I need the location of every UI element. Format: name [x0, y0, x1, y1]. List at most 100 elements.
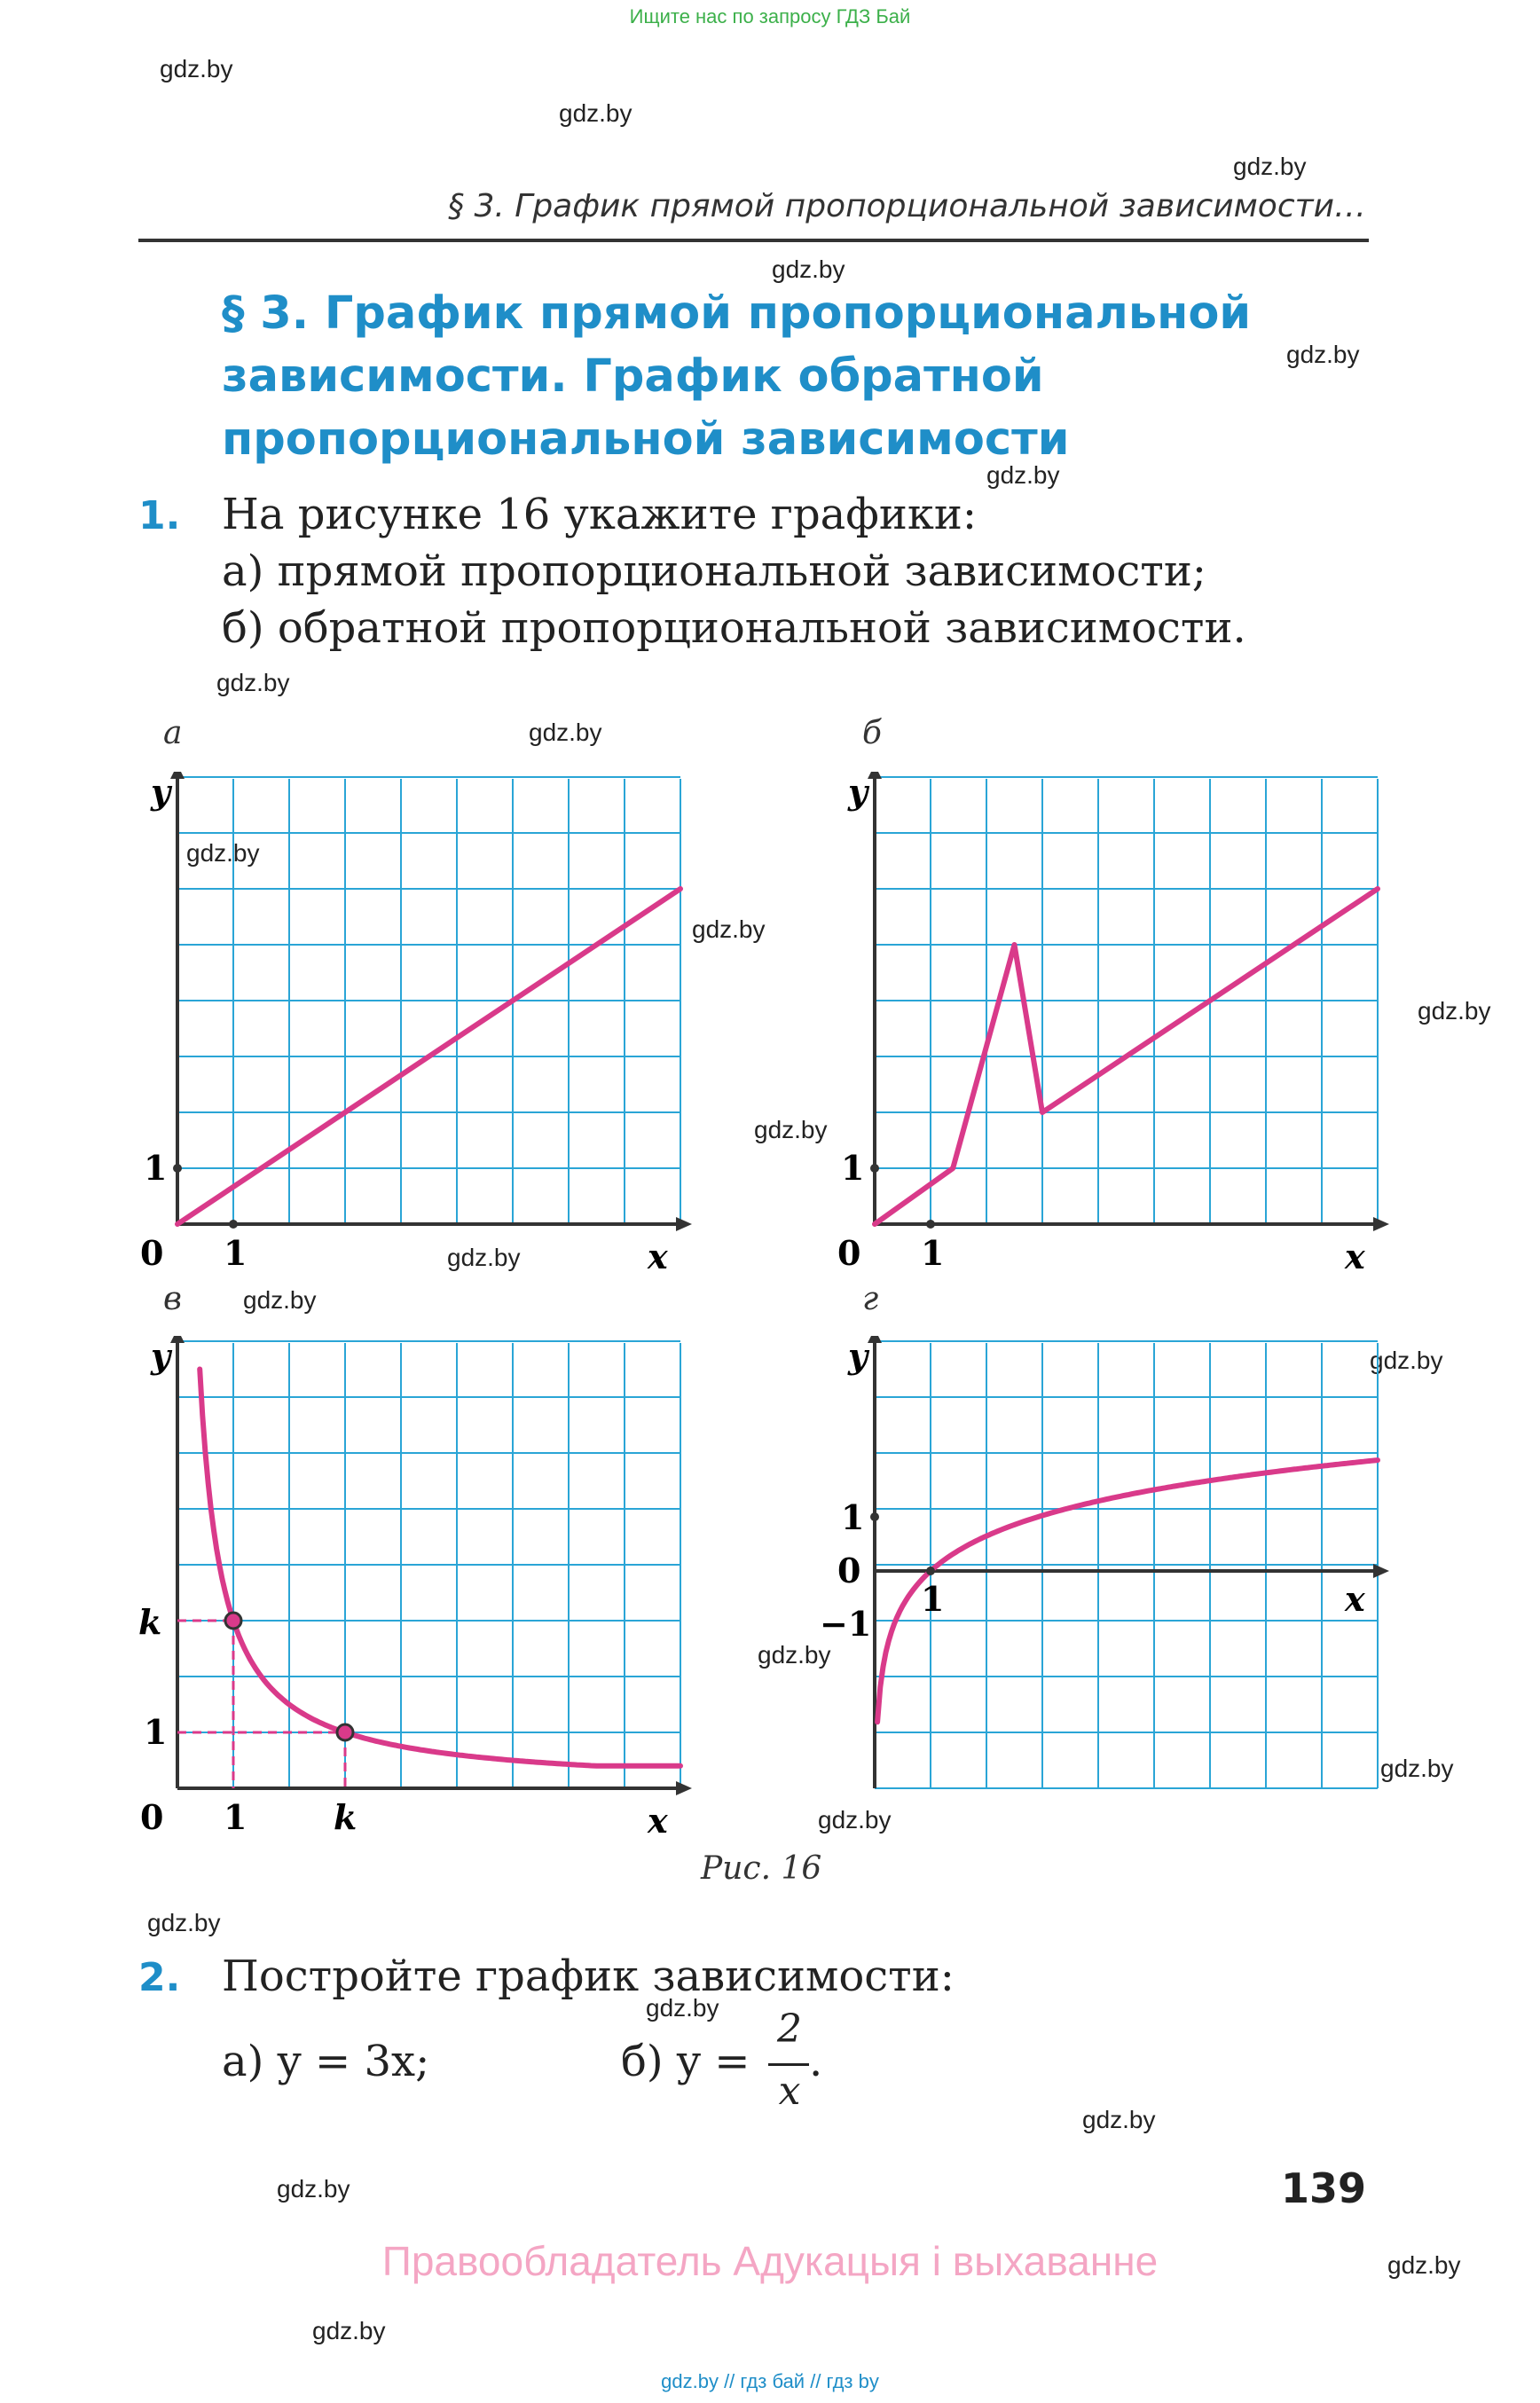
- tick-dot: [173, 1164, 182, 1173]
- watermark: gdz.by: [529, 719, 602, 746]
- x-axis-label: x: [647, 1237, 669, 1276]
- chart-grid: [177, 776, 681, 1225]
- y-axis-label: y: [847, 772, 870, 812]
- watermark: gdz.by: [186, 839, 260, 867]
- watermark: gdz.by: [1387, 2251, 1461, 2279]
- y-axis-arrow: [868, 772, 882, 779]
- header-rule: [138, 239, 1369, 242]
- figure-caption: Рис. 16: [701, 1850, 822, 1887]
- watermark: gdz.by: [160, 55, 233, 82]
- origin-label: 0: [837, 1233, 860, 1273]
- watermark: gdz.by: [986, 461, 1060, 489]
- watermark: gdz.by: [216, 669, 290, 696]
- x-axis-label: x: [647, 1801, 669, 1841]
- log-curve: [875, 1457, 1380, 1725]
- y-tick-label-neg: −1: [821, 1604, 871, 1644]
- watermark: gdz.by: [1370, 1347, 1443, 1374]
- y-tick-label: 1: [841, 1148, 864, 1188]
- x-tick-label-k: k: [334, 1797, 357, 1837]
- hyperbola-curve: [197, 1366, 683, 1769]
- task-number: 2.: [138, 1955, 181, 2000]
- task-line: а) прямой пропорциональной зависимости;: [222, 546, 1206, 596]
- fraction-bar: [768, 2063, 809, 2066]
- task-line: Постройте график зависимости:: [222, 1951, 955, 2001]
- section-title-line: зависимости. График обратной: [222, 350, 1044, 403]
- watermark: gdz.by: [758, 1641, 831, 1669]
- section-title: § 3. График прямой пропорциональной зави…: [222, 282, 1286, 471]
- chart-b: y x 0 1 1: [837, 772, 1389, 1276]
- watermark: gdz.by: [692, 915, 766, 943]
- x-tick-label: 1: [921, 1233, 944, 1273]
- tick-dot: [926, 1567, 935, 1575]
- watermark: gdz.by: [277, 2175, 350, 2203]
- watermark: gdz.by: [312, 2317, 386, 2344]
- y-axis-arrow: [868, 1336, 882, 1343]
- y-tick-label-k: k: [138, 1602, 161, 1642]
- fraction-numerator: 2: [777, 2006, 802, 2052]
- figure-letter: г: [862, 1281, 879, 1317]
- figure-letter: а: [163, 715, 183, 751]
- task-item-b-prefix: б) y =: [621, 2037, 750, 2086]
- watermark: gdz.by: [243, 1286, 317, 1314]
- chart-a: y x 0 1 1: [140, 772, 692, 1276]
- chart-grid: [875, 776, 1379, 1225]
- origin-label: 0: [140, 1797, 163, 1837]
- watermark: gdz.by: [447, 1244, 521, 1271]
- watermark: gdz.by: [818, 1806, 892, 1834]
- x-tick-label: 1: [224, 1233, 247, 1273]
- origin-label: 0: [837, 1551, 860, 1590]
- task-line: На рисунке 16 укажите графики:: [222, 490, 978, 539]
- figure-letter: б: [862, 715, 882, 751]
- y-axis-label: y: [150, 772, 173, 812]
- watermark: gdz.by: [754, 1116, 828, 1143]
- running-head: § 3. График прямой пропорциональной зави…: [448, 188, 1366, 224]
- watermark: gdz.by: [559, 99, 632, 127]
- section-title-line: пропорциональной зависимости: [222, 413, 1070, 466]
- task-line: б) обратной пропорциональной зависимости…: [222, 603, 1246, 653]
- x-tick-label: 1: [921, 1579, 944, 1619]
- tick-dot: [926, 1220, 935, 1229]
- graph-line: [872, 886, 1380, 1227]
- y-tick-label: 1: [144, 1712, 167, 1752]
- fraction-denominator: x: [778, 2069, 801, 2114]
- chart-g: y x 0 1 1 −1: [821, 1336, 1389, 1789]
- y-tick-label: 1: [841, 1497, 864, 1537]
- tick-dot: [229, 1220, 238, 1229]
- chart-grid: [177, 1340, 681, 1789]
- chart-grid: [875, 1340, 1379, 1789]
- watermark: gdz.by: [1418, 997, 1491, 1025]
- section-title-line: § 3. График прямой пропорциональной: [222, 287, 1252, 340]
- curve-point: [224, 1611, 243, 1630]
- chart-v: y x 0 1 k 1 k: [138, 1336, 692, 1841]
- watermark: gdz.by: [1286, 341, 1360, 368]
- x-axis-label: x: [1344, 1237, 1366, 1276]
- x-axis-arrow: [676, 1781, 692, 1795]
- watermark: gdz.by: [646, 1994, 719, 2022]
- x-tick-label: 1: [224, 1797, 247, 1837]
- watermark: gdz.by: [1380, 1755, 1454, 1782]
- y-axis-arrow: [170, 772, 185, 779]
- origin-label: 0: [140, 1233, 163, 1273]
- x-axis-label: x: [1344, 1579, 1366, 1619]
- y-axis-arrow: [170, 1336, 185, 1343]
- page-number: 139: [1280, 2164, 1366, 2212]
- task-number: 1.: [138, 493, 181, 538]
- top-banner: Ищите нас по запросу ГДЗ Бай: [629, 5, 911, 27]
- x-axis-arrow: [676, 1217, 692, 1231]
- watermark: gdz.by: [1082, 2106, 1156, 2133]
- graph-line: [175, 886, 683, 1227]
- x-axis-arrow: [1373, 1217, 1389, 1231]
- x-axis-arrow: [1373, 1564, 1389, 1578]
- guide-lines: [177, 1619, 347, 1788]
- y-axis-label: y: [150, 1336, 173, 1376]
- task-item-a: а) y = 3x;: [222, 2037, 430, 2086]
- footer-links[interactable]: gdz.by // гдз бай // гдз by: [661, 2370, 879, 2392]
- task-item-b-suffix: .: [809, 2037, 823, 2086]
- watermark: gdz.by: [147, 1909, 221, 1936]
- figure-letter: в: [163, 1281, 182, 1317]
- watermark: gdz.by: [1233, 153, 1307, 180]
- copyright: Правообладатель Адукацыя і выхаванне: [381, 2238, 1159, 2284]
- curve-point: [335, 1723, 355, 1742]
- y-axis-label: y: [847, 1336, 870, 1376]
- watermark: gdz.by: [772, 255, 845, 283]
